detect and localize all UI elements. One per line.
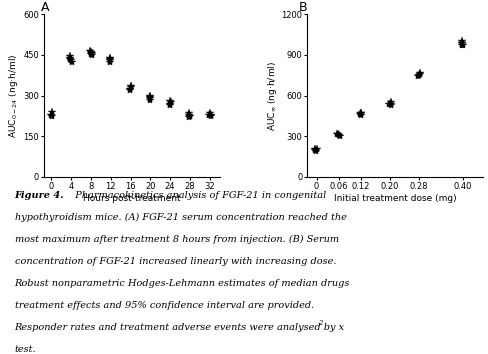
Text: Figure 4.: Figure 4. [15,191,64,200]
Y-axis label: AUC$_{\infty}$ (ng·h/ml): AUC$_{\infty}$ (ng·h/ml) [266,61,279,131]
Text: Responder rates and treatment adverse events were analysed by x: Responder rates and treatment adverse ev… [15,323,345,332]
Y-axis label: AUC$_{0-24}$ (ng·h/ml): AUC$_{0-24}$ (ng·h/ml) [7,53,20,138]
Text: B: B [299,1,307,14]
Text: Pharmacokinetics analysis of FGF-21 in congenital: Pharmacokinetics analysis of FGF-21 in c… [69,191,326,200]
Text: A: A [41,1,49,14]
X-axis label: Initial treatment dose (mg): Initial treatment dose (mg) [334,194,457,202]
Text: treatment effects and 95% confidence interval are provided.: treatment effects and 95% confidence int… [15,301,314,310]
Text: test.: test. [15,345,36,354]
X-axis label: Hours post-treatment: Hours post-treatment [83,194,181,202]
Text: 2: 2 [318,319,323,327]
Text: most maximum after treatment 8 hours from injection. (B) Serum: most maximum after treatment 8 hours fro… [15,235,339,244]
Text: hypothyroidism mice. (A) FGF-21 serum concentration reached the: hypothyroidism mice. (A) FGF-21 serum co… [15,213,346,222]
Text: Robust nonparametric Hodges-Lehmann estimates of median drugs: Robust nonparametric Hodges-Lehmann esti… [15,279,350,288]
Text: concentration of FGF-21 increased linearly with increasing dose.: concentration of FGF-21 increased linear… [15,257,336,266]
